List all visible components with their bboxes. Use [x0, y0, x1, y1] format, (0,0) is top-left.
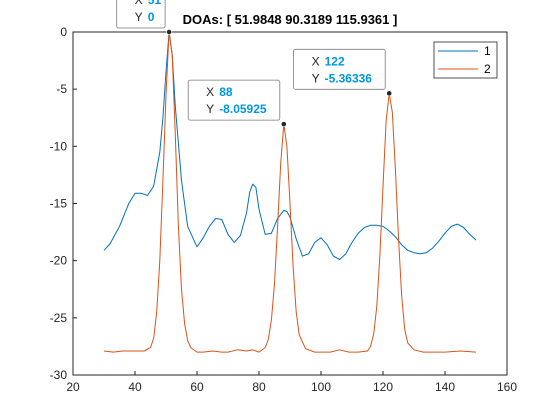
datatip-value: -8.05925	[219, 102, 267, 116]
datatip-label: Y	[312, 71, 320, 85]
datatip-label: Y	[135, 10, 143, 24]
axis-ticks: 20 40 60 80 100 120 140 160 0 -5 -10 -15 -20 -25 -30	[50, 25, 518, 394]
datatip-label: Y	[206, 102, 214, 116]
x-tick-label: 60	[190, 380, 204, 394]
datatip-label: X	[312, 54, 320, 68]
y-tick-label: -30	[50, 368, 68, 382]
y-tick-label: -15	[50, 197, 68, 211]
datatip-box	[187, 79, 281, 121]
y-tick-label: -5	[56, 82, 67, 96]
y-tick-label: -20	[50, 254, 68, 268]
x-tick-label: 140	[435, 380, 455, 394]
datatip-marker[interactable]	[166, 29, 172, 35]
legend-box	[433, 41, 498, 79]
datatip[interactable]: X 88 Y -8.05925	[187, 79, 287, 128]
datatip[interactable]: X 122 Y -5.36336	[293, 48, 393, 97]
datatip-value: 0	[148, 10, 155, 24]
x-tick-label: 40	[128, 380, 142, 394]
datatip-marker[interactable]	[280, 121, 287, 128]
x-tick-label: 80	[252, 380, 266, 394]
x-tick-label: 120	[373, 380, 393, 394]
x-tick-label: 100	[311, 380, 331, 394]
datatip-marker[interactable]	[386, 90, 393, 97]
legend-label-1: 1	[484, 44, 491, 58]
datatip-box	[293, 48, 386, 90]
axes-box	[72, 31, 508, 376]
x-tick-label: 20	[66, 380, 80, 394]
legend: 1 2	[433, 41, 498, 79]
datatip-box	[116, 0, 166, 29]
datatip-value: 88	[219, 85, 233, 99]
x-tick-label: 160	[497, 380, 517, 394]
chart-title: DOAs: [ 51.9848 90.3189 115.9361 ]	[183, 12, 398, 27]
legend-label-2: 2	[484, 62, 491, 76]
y-tick-label: -10	[50, 139, 68, 153]
y-tick-label: 0	[60, 25, 67, 39]
datatip-label: X	[206, 85, 214, 99]
datatip-value: -5.36336	[325, 71, 373, 85]
datatip-label: X	[135, 0, 143, 7]
datatip-value: 51	[148, 0, 162, 7]
y-tick-label: -25	[50, 311, 68, 325]
datatip[interactable]: X 51 Y 0	[116, 0, 172, 35]
datatip-value: 122	[325, 54, 345, 68]
